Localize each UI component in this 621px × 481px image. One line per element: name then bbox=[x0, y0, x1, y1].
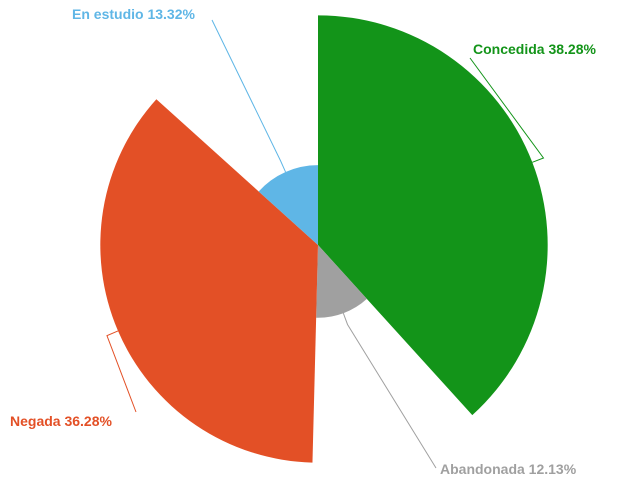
slice-value: 38.28% bbox=[548, 41, 596, 57]
leader-line bbox=[342, 313, 437, 469]
slice-label: Abandonada 12.13% bbox=[440, 461, 577, 477]
slice-value: 12.13% bbox=[529, 461, 577, 477]
slice-value: 36.28% bbox=[64, 413, 112, 429]
rose-sector bbox=[316, 245, 367, 318]
slice-name: Concedida bbox=[473, 41, 545, 57]
slice-label: En estudio 13.32% bbox=[72, 6, 195, 22]
slice-value: 13.32% bbox=[147, 6, 195, 22]
slice-name: Negada bbox=[10, 413, 61, 429]
slice-label: Concedida 38.28% bbox=[473, 41, 597, 57]
slice-name: Abandonada bbox=[440, 461, 525, 477]
rose-sector bbox=[258, 165, 318, 245]
rose-sector bbox=[100, 99, 318, 463]
slice-name: En estudio bbox=[72, 6, 144, 22]
leader-line bbox=[106, 330, 137, 413]
leader-line bbox=[469, 57, 545, 163]
slice-label: Negada 36.28% bbox=[10, 413, 113, 429]
rose-sector bbox=[318, 15, 548, 416]
leader-line bbox=[211, 19, 286, 173]
